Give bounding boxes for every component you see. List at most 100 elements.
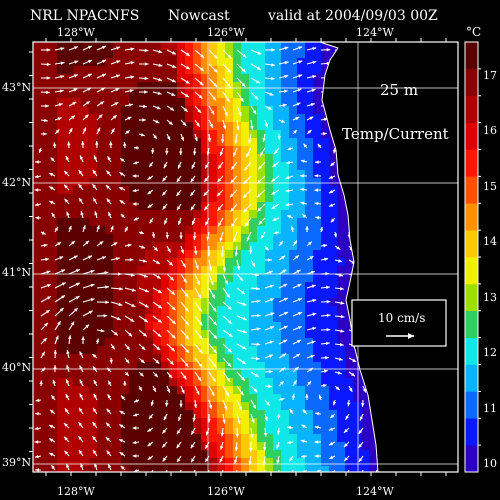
temperature-cell <box>89 306 98 315</box>
temperature-cell <box>41 330 50 339</box>
temperature-cell <box>329 370 338 379</box>
temperature-cell <box>129 458 138 467</box>
temperature-cell <box>329 194 338 203</box>
current-vector-head <box>64 184 68 189</box>
temperature-cell <box>65 250 74 259</box>
current-vector-head <box>107 367 111 372</box>
temperature-cell <box>249 434 258 443</box>
current-vector-head <box>283 283 288 288</box>
temperature-cell <box>49 458 58 467</box>
current-vector-head <box>140 359 145 364</box>
temperature-cell <box>329 410 338 419</box>
temperature-cell <box>145 50 154 59</box>
temperature-cell <box>305 90 314 99</box>
current-vector-head <box>326 76 331 80</box>
temperature-cell <box>233 82 242 91</box>
temperature-cell <box>65 162 74 171</box>
temperature-cell <box>265 162 274 171</box>
temperature-cell <box>233 122 242 131</box>
temperature-cell <box>353 378 362 387</box>
temperature-cell <box>305 322 314 331</box>
temperature-cell <box>249 138 258 147</box>
current-vector-head <box>70 321 75 326</box>
temperature-cell <box>33 82 42 91</box>
temperature-cell <box>169 258 178 267</box>
temperature-cell <box>49 226 58 235</box>
current-vector-head <box>200 67 204 71</box>
temperature-cell <box>321 210 330 219</box>
temperature-cell <box>153 146 162 155</box>
temperature-cell <box>353 394 362 403</box>
temperature-cell <box>65 234 74 243</box>
temperature-cell <box>273 178 282 187</box>
temperature-cell <box>337 402 346 411</box>
current-vector-head <box>235 433 240 438</box>
temperature-cell <box>217 210 226 219</box>
temperature-cell <box>169 394 178 403</box>
temperature-cell <box>177 274 186 283</box>
current-vector-head <box>153 247 158 251</box>
current-vector-head <box>147 204 152 208</box>
temperature-cell <box>41 370 50 379</box>
temperature-cell <box>201 434 210 443</box>
temperature-cell <box>137 346 146 355</box>
temperature-cell <box>57 354 66 363</box>
current-vector-head <box>213 83 217 87</box>
current-vector-head <box>147 428 152 432</box>
current-vector-head <box>178 416 182 421</box>
temperature-cell <box>209 186 218 195</box>
current-vector-head <box>222 125 227 130</box>
temperature-cell <box>161 74 170 83</box>
temperature-cell <box>217 402 226 411</box>
temperature-cell <box>329 354 338 363</box>
temperature-cell <box>241 450 250 459</box>
temperature-cell <box>145 218 154 227</box>
temperature-cell <box>329 162 338 171</box>
temperature-cell <box>329 330 338 339</box>
current-vector-head <box>269 340 274 344</box>
current-vector-head <box>92 422 97 426</box>
temperature-cell <box>241 386 250 395</box>
current-vector-head <box>268 354 273 358</box>
temperature-cell <box>225 170 234 179</box>
temperature-cell <box>41 146 50 155</box>
temperature-cell <box>289 450 298 459</box>
temperature-cell <box>305 242 314 251</box>
temperature-cell <box>337 426 346 435</box>
temperature-cell <box>297 90 306 99</box>
temperature-cell <box>257 202 266 211</box>
temperature-cell <box>185 402 194 411</box>
temperature-cell <box>177 202 186 211</box>
temperature-cell <box>297 386 306 395</box>
temperature-cell <box>97 90 106 99</box>
temperature-cell <box>177 258 186 267</box>
temperature-cell <box>49 258 58 267</box>
temperature-cell <box>305 66 314 75</box>
temperature-cell <box>233 338 242 347</box>
current-vector-head <box>268 270 273 274</box>
temperature-cell <box>137 394 146 403</box>
current-vector-head <box>164 472 167 476</box>
temperature-cell <box>217 178 226 187</box>
temperature-cell <box>153 210 162 219</box>
current-vector-head <box>323 243 328 248</box>
temperature-cell <box>281 402 290 411</box>
temperature-cell <box>145 346 154 355</box>
temperature-cell <box>225 146 234 155</box>
current-vector-head <box>192 151 197 156</box>
temperature-cell <box>217 242 226 251</box>
current-vector-head <box>106 450 111 455</box>
current-vector-head <box>228 320 233 324</box>
temperature-cell <box>177 106 186 115</box>
current-vector-head <box>50 157 55 162</box>
temperature-cell <box>41 194 50 203</box>
temperature-cell <box>321 394 330 403</box>
temperature-cell <box>193 82 202 91</box>
temperature-cell <box>137 362 146 371</box>
temperature-cell <box>81 458 90 467</box>
temperature-cell <box>313 242 322 251</box>
temperature-cell <box>161 226 170 235</box>
current-vector-head <box>314 201 319 206</box>
temperature-cell <box>185 442 194 451</box>
current-vector-head <box>111 345 115 350</box>
